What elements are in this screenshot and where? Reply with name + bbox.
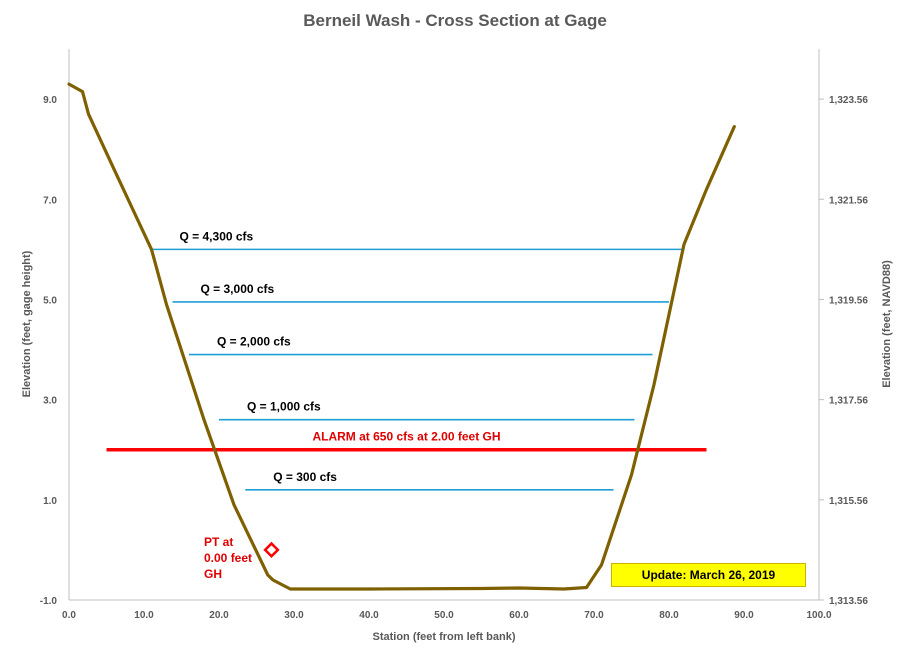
alarm-label: ALARM at 650 cfs at 2.00 feet GH: [312, 430, 500, 444]
y-left-tick-label: 1.0: [43, 496, 57, 507]
flow-line-label: Q = 3,000 cfs: [201, 282, 275, 296]
y-left-tick-label: 5.0: [43, 295, 57, 306]
alarm-group: ALARM at 650 cfs at 2.00 feet GH: [106, 430, 707, 452]
x-tick-label: 20.0: [209, 610, 229, 621]
x-tick-label: 30.0: [284, 610, 304, 621]
y-right-tick-label: 1,319.56: [829, 295, 868, 306]
y-right-tick-label: 1,323.56: [829, 95, 868, 106]
x-tick-label: 40.0: [359, 610, 379, 621]
x-tick-label: 80.0: [659, 610, 679, 621]
update-note: Update: March 26, 2019: [611, 563, 806, 587]
pt-label-line: GH: [204, 567, 222, 581]
flow-line-label: Q = 1,000 cfs: [247, 400, 321, 414]
pt-group: PT at 0.00 feet GH: [204, 535, 280, 581]
y-right-tick-label: 1,321.56: [829, 195, 868, 206]
cross-section-line: [67, 82, 736, 591]
x-tick-label: 90.0: [734, 610, 754, 621]
x-tick-label: 100.0: [806, 610, 831, 621]
y-axis-right-title: Elevation (feet, NAVD88): [881, 260, 893, 388]
pt-marker: [263, 541, 280, 559]
pt-label-line: PT at: [204, 535, 233, 549]
flow-line-label: Q = 4,300 cfs: [180, 229, 254, 243]
chart-title: Berneil Wash - Cross Section at Gage: [303, 11, 607, 30]
axes: 0.0 10.0 20.0 30.0 40.0 50.0 60.0 70.0 80.0 90.0 1…: [40, 49, 868, 621]
x-tick-label: 50.0: [434, 610, 454, 621]
y-left-tick-label: 3.0: [43, 396, 57, 407]
y-right-tick-label: 1,315.56: [829, 496, 868, 507]
x-tick-label: 0.0: [62, 610, 76, 621]
y-right-tick-label: 1,317.56: [829, 396, 868, 407]
y-axis-left-title: Elevation (feet, gage height): [21, 250, 33, 397]
flow-line-label: Q = 300 cfs: [273, 470, 337, 484]
y-right-tick-label: 1,313.56: [829, 596, 868, 607]
flow-lines: Q = 4,300 cfs Q = 3,000 cfs Q = 2,000 cfs Q…: [151, 229, 684, 491]
series-group: [67, 82, 736, 591]
y-left-tick-label: 9.0: [43, 95, 57, 106]
x-tick-label: 60.0: [509, 610, 529, 621]
x-axis-title: Station (feet from left bank): [372, 631, 515, 643]
y-left-tick-label: 7.0: [43, 195, 57, 206]
x-tick-label: 70.0: [584, 610, 604, 621]
x-tick-label: 10.0: [134, 610, 154, 621]
y-left-tick-label: -1.0: [40, 596, 58, 607]
pt-label-line: 0.00 feet: [204, 551, 252, 565]
flow-line-label: Q = 2,000 cfs: [217, 335, 291, 349]
